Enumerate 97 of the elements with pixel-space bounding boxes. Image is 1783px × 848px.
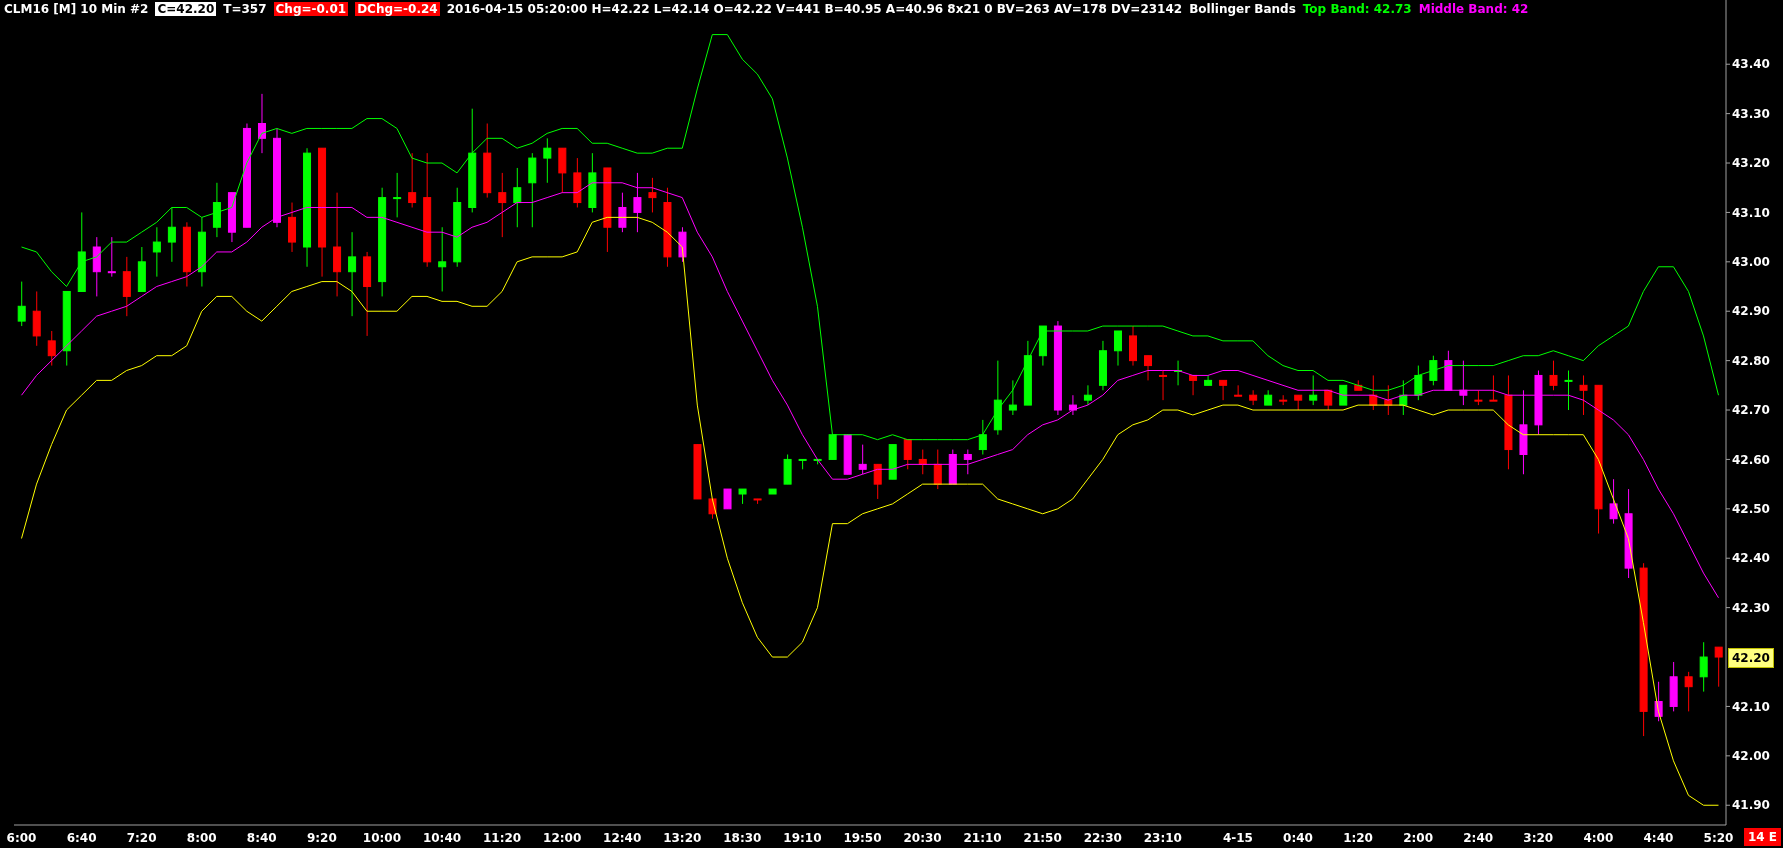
annotation: Middle Band: 42 bbox=[1418, 2, 1529, 16]
x-tick-label: 11:20 bbox=[482, 830, 522, 845]
candlestick bbox=[1144, 355, 1153, 381]
annotation: 2016-04-15 05:20:00 H=42.22 L=42.14 O=42.22 V=441 B=40.95 A=40.96 8x21 0 BV=263 AV=178 DV=23142 bbox=[446, 2, 1183, 16]
y-tick-label: 43.20 bbox=[1732, 156, 1770, 171]
x-tick-label: 21:50 bbox=[1023, 830, 1062, 845]
candlestick bbox=[963, 449, 972, 475]
y-tick-label: 42.40 bbox=[1732, 551, 1770, 566]
candlestick bbox=[1068, 394, 1077, 416]
x-tick-label: 12:40 bbox=[603, 830, 642, 845]
candlestick bbox=[618, 192, 627, 233]
annotation: Bollinger Bands bbox=[1189, 2, 1296, 16]
candlestick bbox=[393, 172, 402, 218]
annotation: Chg=-0.01 bbox=[273, 2, 349, 16]
candlestick bbox=[1549, 360, 1558, 391]
candlestick bbox=[1414, 365, 1423, 401]
candlestick bbox=[1609, 478, 1618, 525]
y-tick-label: 43.40 bbox=[1732, 57, 1770, 72]
annotation: C=42.20 bbox=[155, 2, 217, 16]
x-tick-label: 2:40 bbox=[1463, 830, 1494, 845]
candlestick bbox=[438, 226, 447, 292]
candlestick bbox=[873, 463, 882, 500]
x-tick-label: 3:20 bbox=[1523, 830, 1554, 845]
candlestick bbox=[1008, 379, 1017, 416]
x-tick-label: 5:20 bbox=[1703, 830, 1734, 845]
candlestick bbox=[1339, 384, 1348, 406]
candlestick bbox=[408, 152, 417, 208]
x-tick-label: 4:40 bbox=[1643, 830, 1674, 845]
chart-title: CLM16 [M] 10 Min #2 bbox=[4, 2, 149, 16]
candlestick bbox=[1579, 374, 1588, 416]
candlestick bbox=[1159, 370, 1168, 401]
candlestick bbox=[1429, 355, 1438, 386]
x-tick-label: 1:20 bbox=[1343, 830, 1373, 845]
candlestick bbox=[1714, 646, 1723, 688]
annotation: T=357 bbox=[223, 2, 267, 16]
x-tick-label: 7:20 bbox=[126, 830, 157, 845]
candlestick bbox=[1234, 384, 1243, 397]
candlestick bbox=[1249, 389, 1258, 406]
candlestick bbox=[1309, 374, 1318, 406]
y-tick-label: 42.30 bbox=[1732, 600, 1770, 615]
candlestick bbox=[903, 439, 912, 470]
x-tick-label: 6:40 bbox=[66, 830, 97, 845]
candlestick bbox=[348, 231, 357, 317]
x-tick-label: 10:40 bbox=[422, 830, 462, 845]
x-tick-label: 13:20 bbox=[663, 830, 702, 845]
annotation: DChg=-0.24 bbox=[355, 2, 440, 16]
y-tick-label: 43.00 bbox=[1732, 255, 1770, 270]
y-tick-label: 42.10 bbox=[1732, 699, 1770, 714]
candlestick bbox=[107, 236, 116, 278]
annotation: Top Band: 42.73 bbox=[1302, 2, 1412, 16]
candlestick bbox=[1219, 379, 1228, 401]
y-tick-label: 43.30 bbox=[1732, 106, 1770, 121]
y-tick-label: 41.90 bbox=[1732, 798, 1770, 813]
x-tick-label: 2:00 bbox=[1403, 830, 1434, 845]
x-tick-label: 18:30 bbox=[723, 830, 762, 845]
x-tick-label: 12:00 bbox=[543, 830, 582, 845]
candlestick bbox=[17, 281, 26, 327]
x-tick-label: 9:20 bbox=[306, 830, 337, 845]
candlestick bbox=[1699, 641, 1708, 693]
x-tick-label: 4-15 bbox=[1222, 830, 1253, 845]
y-tick-label: 42.50 bbox=[1732, 502, 1770, 517]
y-tick-label: 42.70 bbox=[1732, 403, 1770, 418]
x-tick-label: 19:50 bbox=[843, 830, 882, 845]
y-tick-label: 42.80 bbox=[1732, 353, 1770, 368]
x-tick-label: 22:30 bbox=[1083, 830, 1122, 845]
x-tick-label: 19:10 bbox=[783, 830, 822, 845]
candlestick bbox=[1684, 671, 1693, 712]
x-tick-label: 20:30 bbox=[903, 830, 942, 845]
candlestick bbox=[513, 167, 522, 228]
y-tick-label: 42.90 bbox=[1732, 304, 1770, 319]
candlestick bbox=[47, 330, 56, 367]
x-tick-label: 4:00 bbox=[1583, 830, 1614, 845]
candlestick bbox=[723, 488, 732, 510]
text: 42.20 bbox=[1728, 648, 1774, 669]
y-tick-label: 42.00 bbox=[1732, 749, 1770, 764]
candlestick bbox=[498, 172, 507, 238]
x-tick-label: 6:00 bbox=[6, 830, 37, 845]
candlestick bbox=[648, 177, 657, 213]
y-tick-label: 43.10 bbox=[1732, 205, 1770, 220]
candlestick bbox=[167, 206, 176, 263]
candlestick bbox=[543, 137, 552, 184]
x-tick-label: 23:10 bbox=[1143, 830, 1182, 845]
x-tick-label: 8:00 bbox=[186, 830, 217, 845]
text: 14 E bbox=[1743, 828, 1781, 846]
candlestick bbox=[858, 444, 867, 475]
candlestick bbox=[1113, 330, 1122, 367]
candlestick bbox=[257, 93, 266, 154]
candlestick bbox=[1564, 370, 1573, 411]
y-tick-label: 42.60 bbox=[1732, 452, 1770, 467]
candlestick bbox=[1459, 360, 1468, 406]
candlestick bbox=[1489, 374, 1498, 402]
x-tick-label: 0:40 bbox=[1283, 830, 1313, 845]
x-tick-label: 21:10 bbox=[963, 830, 1002, 845]
x-tick-label: 10:00 bbox=[362, 830, 402, 845]
x-tick-label: 8:40 bbox=[246, 830, 277, 845]
candlestick bbox=[1083, 384, 1092, 406]
candlestick bbox=[152, 226, 161, 278]
